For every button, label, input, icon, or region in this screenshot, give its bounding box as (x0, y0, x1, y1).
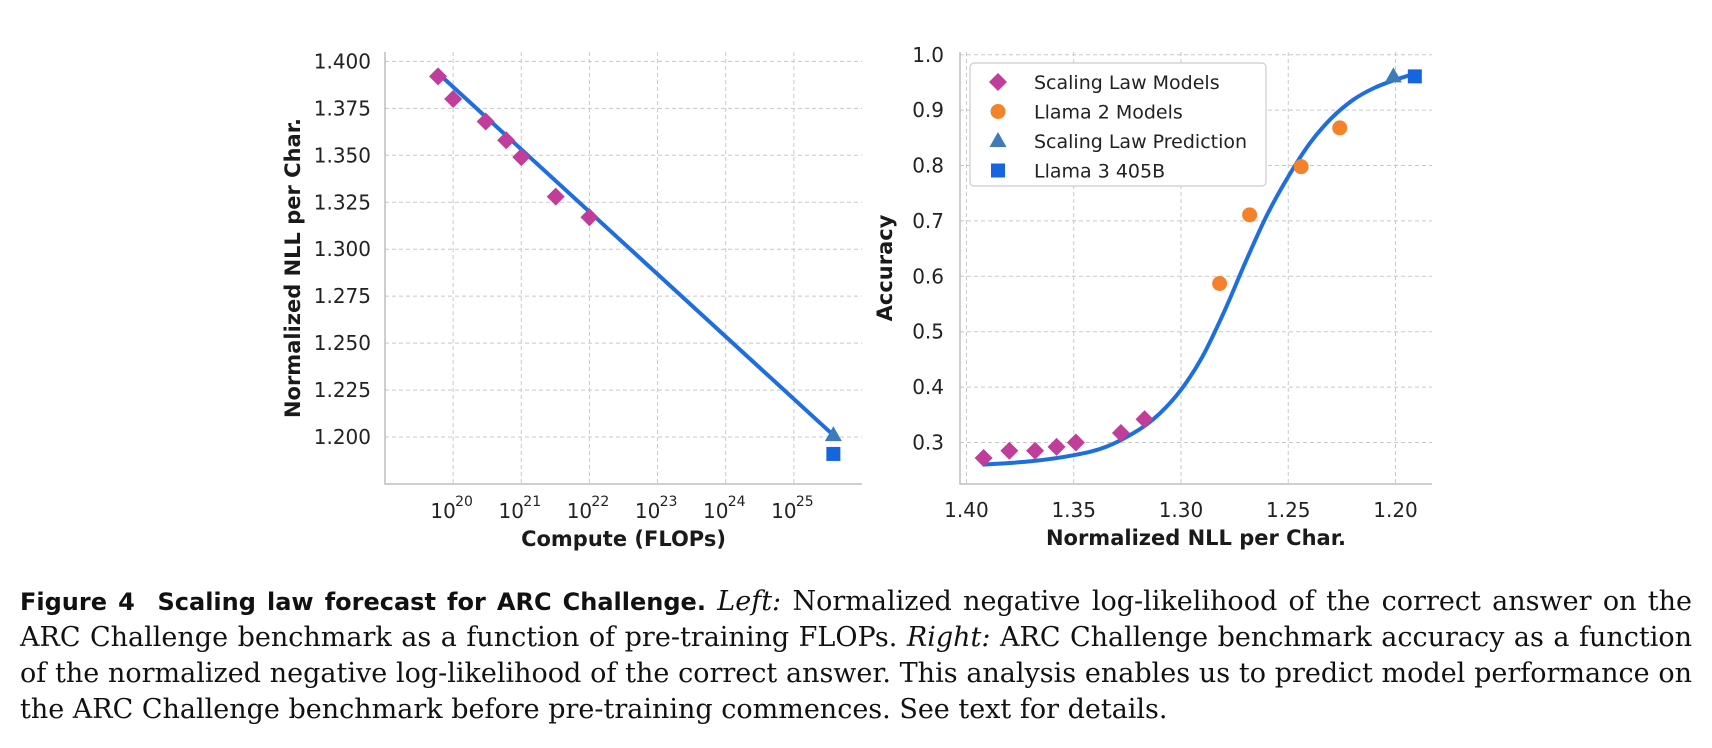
left-y-axis-label: Normalized NLL per Char. (281, 118, 305, 418)
left-x-tick-label-base: 10 (567, 499, 592, 523)
legend-marker (990, 104, 1006, 119)
right-marks (974, 67, 1422, 467)
left-x-tick-label-base: 10 (703, 499, 728, 523)
right-point-scaling-law-models (1135, 410, 1154, 429)
right-axes-spine (959, 52, 1432, 485)
left-ticks: 10 20 10 21 10 22 10 23 10 24 10 251.2001.2251.2501… (314, 49, 814, 523)
right-point-llama-3-405b (1407, 69, 1422, 84)
left-y-tick-label: 1.250 (314, 331, 371, 355)
right-y-tick-label: 0.9 (912, 98, 944, 122)
legend-label: Scaling Law Models (1034, 72, 1220, 94)
left-x-tick-label-base: 10 (635, 499, 660, 523)
caption-right-label: Right: (906, 622, 991, 653)
left-y-tick-label: 1.275 (314, 284, 371, 308)
left-grid (385, 52, 862, 484)
legend-marker (991, 163, 1005, 178)
left-marks (429, 67, 842, 461)
right-y-tick-label: 0.8 (912, 154, 944, 178)
right-point-llama-2-models (1293, 159, 1309, 175)
caption-right-text: ARC Challenge benchmark accuracy as a fu… (20, 622, 1692, 725)
left-point-scaling-law-models (476, 112, 495, 131)
right-point-scaling-law-prediction (1384, 67, 1402, 83)
left-x-tick-label-base: 10 (430, 499, 455, 523)
right-x-tick-label: 1.25 (1266, 498, 1311, 522)
right-point-scaling-law-models (1111, 424, 1130, 443)
left-point-scaling-law-models (497, 131, 516, 150)
right-x-tick-label: 1.35 (1051, 498, 1096, 522)
left-x-tick-label-base: 10 (499, 499, 524, 523)
right-y-tick-label: 0.7 (912, 209, 944, 233)
right-point-scaling-law-models (1047, 437, 1066, 456)
left-point-llama-3-405b (826, 446, 841, 461)
figure-caption: Figure 4 Scaling law forecast for ARC Ch… (20, 584, 1692, 728)
left-x-tick-label-exponent: 22 (591, 494, 609, 510)
left-x-tick-label-exponent: 21 (523, 494, 541, 510)
left-x-tick-label-exponent: 25 (796, 494, 814, 510)
right-point-scaling-law-models (1000, 441, 1019, 460)
left-y-tick-label: 1.375 (314, 96, 371, 120)
caption-title: Scaling law forecast for ARC Challenge. (157, 588, 706, 616)
left-x-tick-label-exponent: 23 (660, 494, 678, 510)
left-axes-spine (384, 52, 862, 485)
right-y-tick-label: 0.5 (912, 320, 944, 344)
right-x-tick-label: 1.20 (1373, 498, 1418, 522)
right-x-tick-label: 1.30 (1159, 498, 1204, 522)
legend-marker (989, 132, 1007, 147)
left-point-scaling-law-prediction (824, 426, 842, 442)
caption-left-label: Left: (717, 586, 782, 617)
left-chart: 10 20 10 21 10 22 10 23 10 24 10 251.2001.2251.2501… (281, 49, 862, 551)
legend-marker (989, 73, 1007, 91)
right-point-scaling-law-models (974, 448, 993, 467)
caption-figure-number: Figure 4 (20, 588, 135, 616)
legend-label: Llama 2 Models (1034, 102, 1183, 124)
left-point-scaling-law-models (512, 148, 531, 167)
left-point-scaling-law-models (580, 208, 599, 227)
right-point-llama-2-models (1212, 276, 1228, 292)
left-y-tick-label: 1.325 (314, 190, 371, 214)
left-y-tick-label: 1.300 (314, 237, 371, 261)
left-x-tick-label-exponent: 24 (728, 494, 746, 510)
left-fit-line (434, 69, 835, 437)
left-x-tick-label-exponent: 20 (455, 494, 473, 510)
right-x-tick-label: 1.40 (944, 498, 989, 522)
left-point-scaling-law-models (546, 187, 565, 206)
left-y-tick-label: 1.200 (314, 425, 371, 449)
right-ticks: 1.40 1.35 1.30 1.25 1.20 0.3 0.4 0.5 0.6 0.7 0.8 0.… (912, 43, 1418, 522)
left-point-scaling-law-models (429, 67, 448, 86)
right-chart: 1.40 1.35 1.30 1.25 1.20 0.3 0.4 0.5 0.6 0.7 0.8 0.… (873, 43, 1432, 550)
right-fit-curve (983, 71, 1418, 467)
left-x-axis-label: Compute (FLOPs) (521, 527, 726, 551)
legend-box (969, 62, 1267, 187)
legend-label: Scaling Law Prediction (1034, 131, 1247, 153)
left-point-scaling-law-models (444, 89, 463, 108)
left-x-tick-label-base: 10 (771, 499, 796, 523)
right-y-tick-label: 0.6 (912, 264, 944, 288)
legend: Scaling Law Models Llama 2 Models Scaling … (969, 62, 1267, 187)
left-y-tick-label: 1.225 (314, 378, 371, 402)
right-y-tick-label: 0.4 (912, 375, 944, 399)
left-y-tick-label: 1.400 (314, 49, 371, 73)
right-point-llama-2-models (1332, 120, 1348, 136)
right-y-tick-label: 1.0 (912, 43, 944, 67)
right-x-axis-label: Normalized NLL per Char. (1046, 526, 1346, 550)
right-y-tick-label: 0.3 (912, 430, 944, 454)
legend-label: Llama 3 405B (1034, 161, 1165, 183)
left-y-tick-label: 1.350 (314, 143, 371, 167)
caption-left-text: Normalized negative log-likelihood of th… (20, 586, 1693, 653)
figure: 10 20 10 21 10 22 10 23 10 24 10 251.2001.2251.2501… (281, 43, 1432, 551)
right-point-scaling-law-models (1066, 433, 1085, 452)
right-point-llama-2-models (1242, 207, 1258, 223)
right-point-scaling-law-models (1026, 441, 1045, 460)
right-y-axis-label: Accuracy (873, 214, 897, 321)
